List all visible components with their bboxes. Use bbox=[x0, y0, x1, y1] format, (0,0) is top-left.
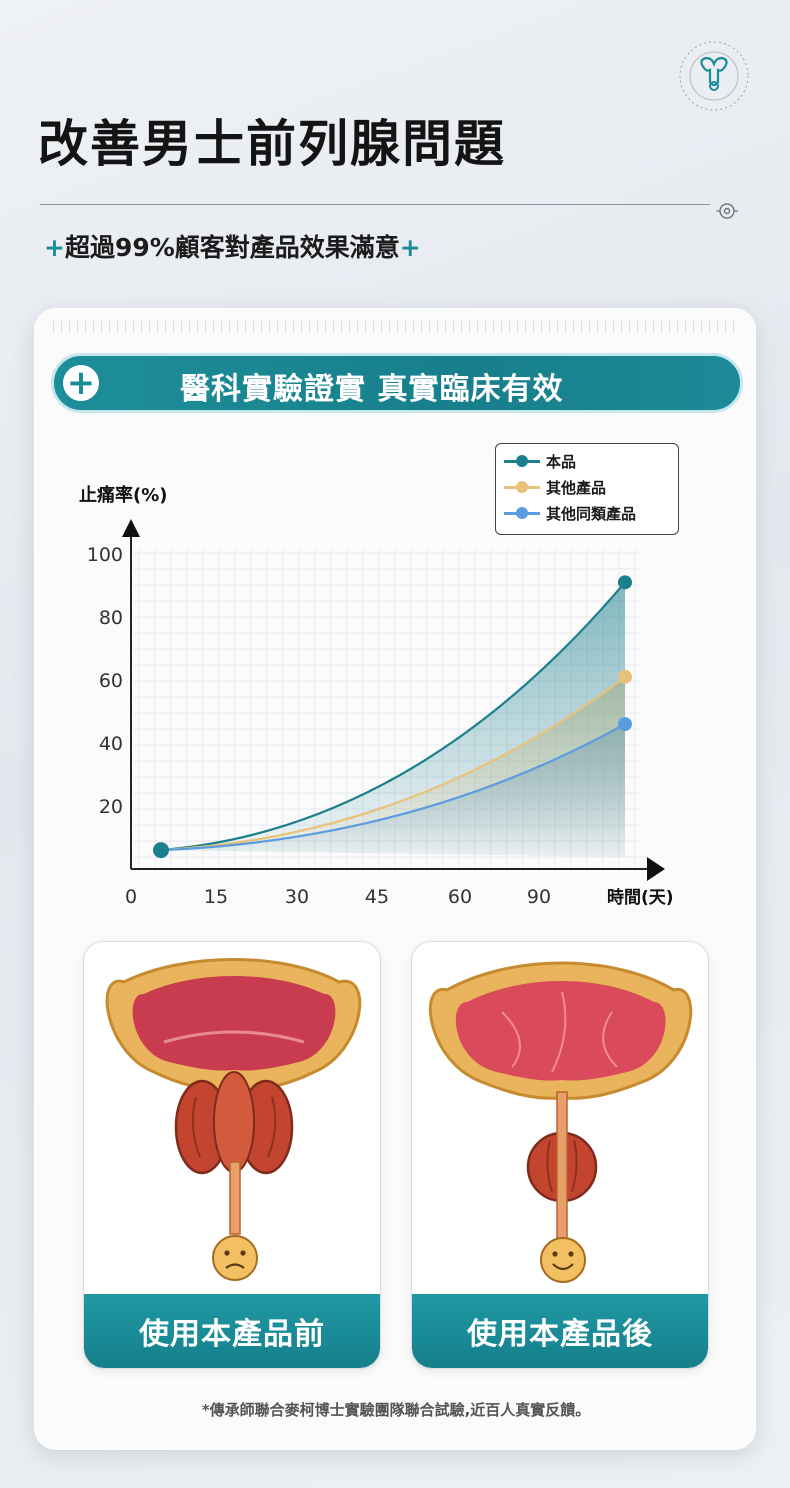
chart-legend: 本品其他產品其他同類產品 bbox=[495, 443, 679, 535]
series-line bbox=[160, 581, 626, 852]
series-end-point bbox=[618, 717, 632, 732]
y-tick-label: 100 bbox=[87, 544, 123, 566]
x-tick-label: 60 bbox=[448, 886, 472, 908]
legend-item: 其他產品 bbox=[504, 474, 670, 500]
before-panel: 使用本產品前 bbox=[83, 941, 381, 1369]
after-label: 使用本產品後 bbox=[412, 1294, 708, 1368]
subtitle-text: 超過99%顧客對產品效果滿意 bbox=[64, 233, 400, 262]
prostate-before-illustration bbox=[105, 958, 362, 1281]
y-tick-label: 20 bbox=[99, 796, 123, 818]
x-axis-arrow bbox=[647, 857, 665, 881]
line-chart: 止痛率(%) 100 80 60 40 20 0 15 30 45 60 90 時間(天) bbox=[79, 484, 674, 908]
headline-banner: + 醫科實驗證實 真實臨床有效 bbox=[51, 353, 743, 413]
legend-label: 本品 bbox=[546, 452, 577, 471]
x-tick-label: 90 bbox=[527, 886, 551, 908]
y-axis-label: 止痛率(%) bbox=[79, 484, 168, 506]
series-end-point bbox=[618, 669, 632, 684]
content-card: + 醫科實驗證實 真實臨床有效 止痛率(%) 100 80 60 40 20 0 15 30 45… bbox=[34, 308, 756, 1450]
legend-swatch bbox=[504, 454, 540, 468]
series-end-point bbox=[618, 575, 632, 590]
legend-dot bbox=[516, 507, 528, 519]
legend-item: 本品 bbox=[504, 448, 670, 474]
x-tick-label: 45 bbox=[365, 886, 389, 908]
subtitle-plus-left: + bbox=[44, 233, 65, 262]
header-divider bbox=[40, 204, 710, 205]
footnote: *傳承師聯合麥柯博士實驗團隊聯合試驗,近百人真實反饋。 bbox=[201, 1401, 591, 1419]
page-title: 改善男士前列腺問題 bbox=[38, 115, 506, 173]
series-start-point bbox=[153, 842, 169, 859]
series-line bbox=[160, 675, 626, 852]
y-tick-label: 40 bbox=[99, 733, 123, 755]
legend-dot bbox=[516, 455, 528, 467]
ruler-decoration bbox=[53, 319, 739, 333]
after-panel: 使用本產品後 bbox=[411, 941, 709, 1369]
y-tick-label: 60 bbox=[99, 670, 123, 692]
series-area bbox=[161, 582, 625, 857]
legend-item: 其他同類產品 bbox=[504, 500, 670, 526]
crosshair-icon bbox=[716, 203, 738, 219]
x-tick-label: 15 bbox=[204, 886, 228, 908]
subtitle: +超過99%顧客對產品效果滿意+ bbox=[44, 228, 421, 264]
x-axis-label: 時間(天) bbox=[607, 887, 674, 908]
legend-dot bbox=[516, 481, 528, 493]
x-tick-label: 0 bbox=[125, 886, 137, 908]
y-tick-label: 80 bbox=[99, 607, 123, 629]
legend-label: 其他同類產品 bbox=[546, 504, 637, 523]
legend-swatch bbox=[504, 480, 540, 494]
prostate-after-illustration bbox=[428, 961, 693, 1283]
x-tick-label: 30 bbox=[285, 886, 309, 908]
y-axis-arrow bbox=[122, 519, 140, 537]
legend-swatch bbox=[504, 506, 540, 520]
before-label: 使用本產品前 bbox=[84, 1294, 380, 1368]
prostate-badge-icon bbox=[679, 41, 749, 111]
subtitle-plus-right: + bbox=[399, 233, 421, 262]
series-line bbox=[160, 723, 626, 852]
banner-text: 醫科實驗證實 真實臨床有效 bbox=[180, 372, 564, 407]
plus-icon: + bbox=[60, 362, 102, 404]
legend-label: 其他產品 bbox=[546, 478, 607, 497]
